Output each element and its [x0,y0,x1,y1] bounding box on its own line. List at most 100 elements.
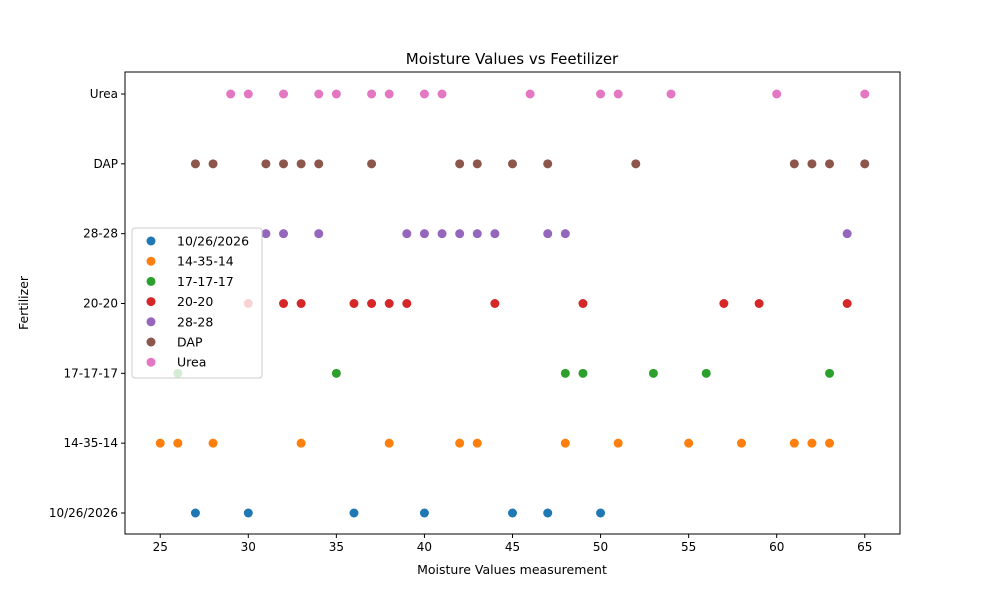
data-point [367,89,377,99]
y-tick-label: Urea [90,87,118,101]
data-point [825,368,835,378]
data-point [701,368,711,378]
data-point [578,299,588,308]
data-point [419,508,429,518]
data-point [279,229,289,239]
data-point [596,508,606,518]
data-point [349,508,359,518]
y-axis: 10/26/2026 14-35-14 17-17-17 20-20 28-28 DAP U… [49,87,125,520]
data-point [613,438,623,448]
x-axis: 25 30 35 40 45 50 55 60 65 [153,534,872,554]
data-point [155,438,165,448]
data-point [455,159,465,169]
data-point [173,438,183,448]
points-layer [155,89,870,518]
data-point [490,229,500,239]
data-point [560,229,570,239]
x-tick-label: 60 [769,540,784,554]
legend-label: 20-20 [177,294,213,309]
x-tick-label: 35 [329,540,344,554]
y-tick-label: 17-17-17 [64,366,118,380]
legend-label: 14-35-14 [177,254,234,269]
legend-marker [146,256,156,266]
x-tick-label: 50 [593,540,608,554]
data-point [736,438,746,448]
data-point [825,159,835,169]
x-tick-label: 25 [153,540,168,554]
data-point [226,89,236,99]
y-tick-label: 14-35-14 [64,436,118,450]
data-point [472,438,482,448]
data-point [402,229,412,239]
data-point [631,159,641,169]
data-point [367,159,377,169]
data-point [279,299,289,308]
data-point [261,159,271,169]
data-point [190,159,200,169]
x-tick-label: 65 [857,540,872,554]
data-point [543,229,553,239]
legend-label: 28-28 [177,314,213,329]
data-point [860,159,870,169]
data-point [331,89,341,99]
data-point [719,299,729,308]
y-tick-label: 28-28 [83,227,118,241]
data-point [648,368,658,378]
x-tick-label: 45 [505,540,520,554]
data-point [437,89,447,99]
data-point [754,299,764,308]
x-axis-label: Moisture Values measurement [417,562,607,577]
data-point [367,299,377,308]
data-point [472,159,482,169]
data-point [807,159,817,169]
chart-title: Moisture Values vs Feetilizer [406,50,619,68]
data-point [314,159,324,169]
data-point [384,299,394,308]
data-point [190,508,200,518]
data-point [525,89,535,99]
data-point [419,229,429,239]
data-point [437,229,447,239]
data-point [384,89,394,99]
data-point [208,159,218,169]
data-point [349,299,359,308]
data-point [279,159,289,169]
y-tick-label: 10/26/2026 [49,506,118,520]
data-point [472,229,482,239]
legend: 10/26/2026 14-35-14 17-17-17 20-20 28-28 DAP U… [131,227,263,379]
data-point [208,438,218,448]
data-point [243,89,253,99]
legend-marker [146,276,156,286]
data-point [560,438,570,448]
data-point [860,89,870,99]
data-point [789,159,799,169]
legend-marker [146,297,156,307]
data-point [455,438,465,448]
data-point [279,89,289,99]
legend-label: Urea [177,355,206,370]
x-tick-label: 40 [417,540,432,554]
data-point [314,89,324,99]
data-point [508,159,517,169]
x-tick-label: 55 [681,540,696,554]
data-point [314,229,324,239]
data-point [578,368,588,378]
legend-label: 17-17-17 [177,274,234,289]
y-tick-label: 20-20 [83,297,118,311]
data-point [296,159,306,169]
legend-label: DAP [177,335,203,350]
data-point [596,89,606,99]
data-point [296,299,306,308]
legend-marker [146,337,156,347]
legend-label: 10/26/2026 [177,234,249,249]
y-tick-label: DAP [94,157,118,171]
legend-marker [146,357,156,367]
data-point [772,89,782,99]
data-point [842,299,852,308]
data-point [508,508,517,518]
data-point [684,438,694,448]
data-point [842,229,852,239]
x-tick-label: 30 [241,540,256,554]
data-point [243,508,253,518]
